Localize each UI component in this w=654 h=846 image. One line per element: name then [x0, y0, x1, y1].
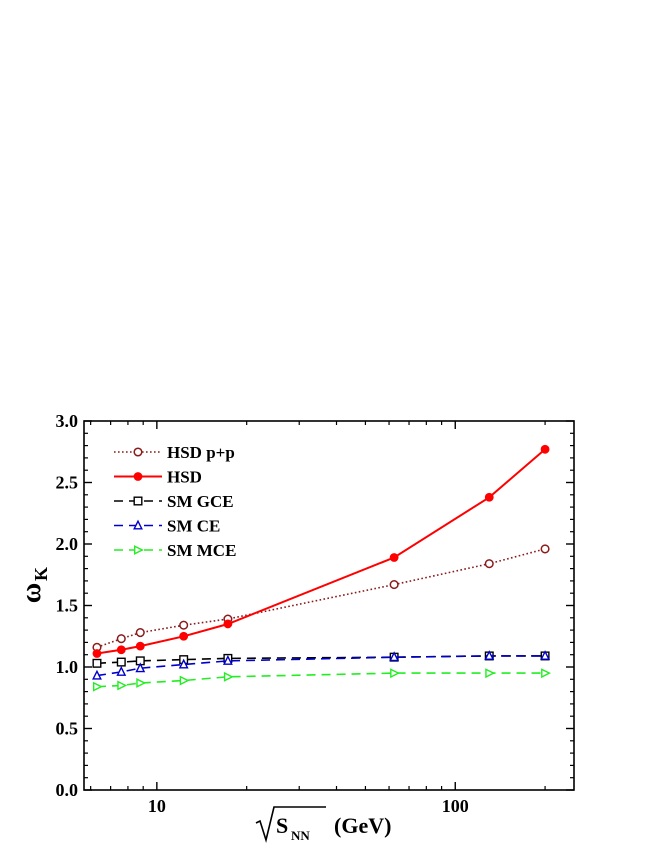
series [92, 651, 550, 668]
data-point [484, 650, 495, 660]
data-point [179, 675, 190, 686]
series [92, 668, 551, 692]
legend-label: SM GCE [167, 492, 234, 511]
legend-entry: SM CE [114, 517, 220, 536]
data-point [133, 496, 143, 506]
data-point [116, 634, 126, 644]
data-point [116, 666, 127, 676]
legend-entry: SM GCE [114, 492, 234, 511]
data-point [135, 628, 145, 638]
data-point [116, 657, 126, 667]
y-tick-label: 1.5 [56, 596, 79, 616]
y-tick-label: 0.0 [56, 780, 79, 800]
data-point [92, 658, 102, 668]
data-point [540, 544, 550, 554]
legend: HSD p+p HSD SM GCE SM CE SM MCE [114, 443, 236, 560]
y-axis-label-main: ω [16, 583, 47, 603]
data-point [136, 678, 147, 688]
y-tick-label: 1.0 [56, 657, 79, 677]
data-point [540, 650, 551, 660]
data-point [135, 662, 146, 673]
legend-label: HSD p+p [167, 443, 235, 462]
data-point [92, 669, 102, 680]
y-axis-label: ω K [16, 567, 51, 603]
data-point [133, 545, 144, 555]
y-tick-label: 2.5 [56, 473, 79, 493]
series-line [96, 672, 546, 688]
legend-entry: SM MCE [114, 541, 236, 560]
legend-label: SM MCE [167, 541, 236, 560]
data-point [389, 651, 400, 662]
x-tick-label: 10 [148, 796, 166, 816]
x-axis-label: S NN (GeV) [255, 806, 391, 843]
x-axis-label-sub: NN [291, 828, 310, 843]
legend-entry: HSD [114, 468, 202, 487]
data-point [223, 671, 234, 682]
series-line [96, 548, 546, 649]
legend-label: HSD [167, 468, 202, 487]
data-point [389, 580, 399, 590]
series [92, 444, 550, 658]
data-point [223, 619, 233, 629]
data-point [92, 649, 102, 658]
y-tick-label: 2.0 [56, 534, 79, 554]
data-point [390, 668, 401, 679]
series [92, 544, 550, 652]
data-point [222, 654, 233, 665]
axes: 0.0 0.5 1.0 1.5 2.0 2.5 3.0 10 100 [56, 411, 574, 816]
legend-label: SM CE [167, 517, 220, 536]
y-axis-label-sub: K [31, 567, 51, 581]
data-point [133, 472, 143, 481]
data-point [485, 668, 496, 679]
data-point [484, 559, 494, 569]
data-point [92, 681, 103, 692]
x-tick-label: 100 [442, 796, 469, 816]
data-point [179, 620, 189, 630]
data-point [540, 444, 550, 454]
series-line [96, 448, 546, 655]
series-line [96, 655, 546, 677]
x-axis-label-main: S [276, 813, 288, 838]
legend-entry: HSD p+p [114, 443, 235, 462]
data-point [389, 553, 399, 562]
data-point [541, 668, 551, 679]
data-point [133, 447, 143, 457]
y-tick-label: 3.0 [56, 411, 79, 431]
data-point [484, 492, 494, 502]
data-point [116, 645, 126, 655]
data-point [117, 680, 128, 691]
sqrt-sign-icon [255, 806, 326, 843]
data-point [179, 631, 189, 641]
series-line [96, 655, 546, 665]
data-point [178, 658, 189, 669]
x-axis-label-unit: (GeV) [334, 813, 391, 838]
data-point [135, 641, 145, 651]
data-point [133, 519, 143, 530]
y-tick-label: 0.5 [56, 719, 79, 739]
series-layer [92, 444, 551, 692]
series [92, 650, 551, 680]
